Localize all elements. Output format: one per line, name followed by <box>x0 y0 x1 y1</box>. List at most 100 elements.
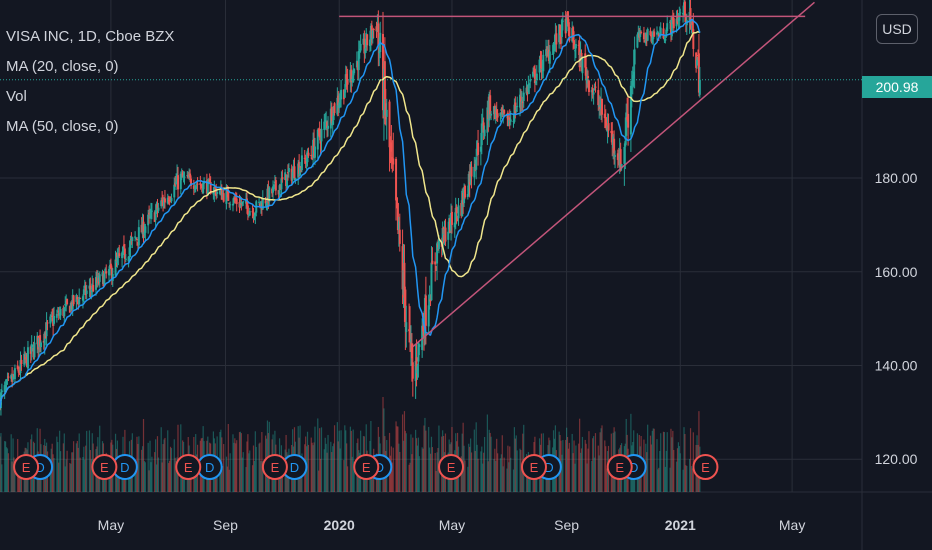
candle-body <box>457 205 460 219</box>
candle-body <box>450 211 453 225</box>
volume-bar <box>424 417 426 492</box>
volume-bar <box>157 457 160 492</box>
volume-bar <box>575 445 577 492</box>
volume-bar <box>336 422 338 492</box>
volume-bar <box>155 439 157 492</box>
candle-body <box>79 297 82 299</box>
volume-bar <box>408 464 410 492</box>
candle-body <box>586 76 589 84</box>
candle-body <box>559 24 562 35</box>
volume-bar <box>20 468 23 492</box>
volume-bar <box>647 424 649 492</box>
trendlines[interactable] <box>339 1 815 348</box>
volume-bar <box>412 437 414 492</box>
volume-bar <box>346 466 349 492</box>
candle-body <box>388 101 391 148</box>
volume-bar <box>10 434 12 492</box>
dividend-marker[interactable]: D <box>196 454 223 480</box>
earnings-marker[interactable]: E <box>91 454 118 480</box>
candle-body <box>651 37 654 42</box>
candle-body <box>466 194 469 197</box>
volume-bar <box>587 448 589 492</box>
candle-body <box>63 307 66 317</box>
ma50-legend[interactable]: MA (50, close, 0) <box>6 118 119 135</box>
dividend-marker-label: D <box>290 460 299 475</box>
volume-bar <box>177 424 179 492</box>
candle-body <box>662 28 665 39</box>
candle-body <box>168 200 171 202</box>
candle-body <box>318 128 321 138</box>
volume-bar <box>135 469 137 492</box>
candle-body <box>697 53 700 93</box>
volume-bar <box>519 448 521 492</box>
volume-bar <box>338 430 340 492</box>
candle-body <box>405 322 408 333</box>
earnings-marker[interactable]: E <box>438 454 465 480</box>
volume-legend[interactable]: Vol <box>6 88 27 105</box>
candle-body <box>371 30 374 40</box>
currency-button[interactable]: USD <box>876 14 918 44</box>
earnings-marker[interactable]: E <box>13 454 40 480</box>
volume-bar <box>565 439 567 492</box>
candle-body <box>89 285 92 290</box>
earnings-marker[interactable]: E <box>175 454 202 480</box>
earnings-marker[interactable]: E <box>606 454 633 480</box>
candle-body <box>272 186 275 193</box>
volume-bar <box>4 441 6 492</box>
volume-bar <box>463 445 465 492</box>
candle-body <box>116 257 119 263</box>
candle-body <box>190 178 193 186</box>
candle-body <box>665 29 668 37</box>
price-tick-label: 160.00 <box>875 264 918 280</box>
earnings-marker[interactable]: E <box>520 454 547 480</box>
candle-body <box>404 289 407 328</box>
candle-body <box>527 83 530 92</box>
volume-bar <box>59 430 61 492</box>
candle-body <box>528 84 531 86</box>
volume-bar <box>423 425 425 492</box>
price-axis[interactable]: 140.00 160.00 180.00 120.00 <box>875 170 918 467</box>
candle-body <box>156 204 159 211</box>
earnings-marker[interactable]: E <box>353 454 380 480</box>
volume-bar <box>163 439 165 492</box>
candle-body <box>103 273 106 285</box>
volume-bar <box>649 435 652 492</box>
price-tick-label: 180.00 <box>875 170 918 186</box>
candle-body <box>601 98 604 115</box>
volume-bar <box>307 444 310 492</box>
volume-bar <box>656 439 658 492</box>
volume-bar <box>396 426 398 492</box>
volume-bar <box>659 450 661 492</box>
volume-bar <box>630 413 632 492</box>
candle-body <box>627 113 630 128</box>
candle-body <box>430 262 433 301</box>
volume-bar <box>573 440 575 492</box>
volume-bar <box>324 437 326 492</box>
candle-body <box>337 95 340 106</box>
volume-bar <box>431 447 433 492</box>
event-markers[interactable]: D D D D D D DE E E E E E E E E <box>13 454 719 480</box>
volume-bar <box>58 462 60 492</box>
moving-averages <box>0 18 701 409</box>
earnings-marker-circle <box>175 454 202 480</box>
time-axis[interactable]: May Sep 2020 May Sep 2021 May <box>98 517 806 533</box>
volume-bar <box>689 428 692 492</box>
ma20-legend[interactable]: MA (20, close, 0) <box>6 58 119 75</box>
earnings-marker[interactable]: E <box>692 454 719 480</box>
earnings-marker[interactable]: E <box>261 454 288 480</box>
candle-body <box>19 359 22 374</box>
volume-bar <box>169 460 171 492</box>
volume-bar <box>326 452 328 492</box>
candle-body <box>503 109 506 114</box>
candle-body <box>392 158 395 165</box>
volume-bar <box>691 468 693 492</box>
symbol-title[interactable]: VISA INC, 1D, Cboe BZX <box>6 28 175 45</box>
volume-bar <box>480 451 482 492</box>
candle-body <box>521 101 524 104</box>
volume-bar <box>155 464 158 492</box>
candle-body <box>214 186 217 189</box>
earnings-marker-label: E <box>184 460 193 475</box>
candle-body <box>561 20 564 22</box>
candle-body <box>31 345 34 347</box>
